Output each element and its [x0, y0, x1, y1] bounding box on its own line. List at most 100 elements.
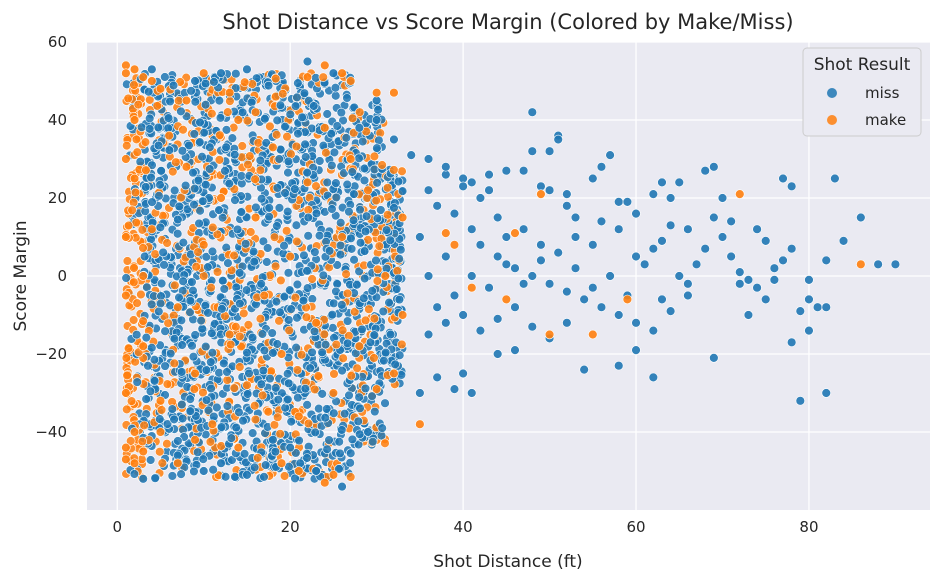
- density-point: [137, 225, 148, 235]
- density-point: [368, 437, 378, 447]
- data-point-miss: [242, 64, 252, 75]
- density-point: [153, 122, 164, 133]
- density-point: [367, 391, 377, 401]
- density-point: [369, 151, 380, 162]
- density-point: [184, 140, 194, 151]
- data-point-miss: [735, 267, 745, 277]
- density-point: [275, 429, 285, 439]
- density-point: [190, 97, 201, 107]
- density-point: [190, 183, 200, 194]
- density-point: [259, 345, 270, 356]
- density-point: [193, 247, 203, 257]
- density-point: [309, 101, 319, 111]
- density-point: [355, 403, 365, 413]
- data-point-make: [371, 384, 382, 394]
- density-point: [310, 384, 320, 395]
- density-point: [394, 294, 405, 305]
- data-point-miss: [492, 251, 503, 262]
- data-point-make: [397, 310, 408, 320]
- data-point-make: [320, 60, 330, 71]
- data-point-miss: [475, 240, 486, 250]
- data-point-make: [207, 419, 218, 429]
- density-point: [331, 91, 341, 101]
- data-point-miss: [665, 306, 676, 316]
- density-point: [385, 329, 396, 340]
- data-point-make: [268, 142, 278, 153]
- density-point: [276, 144, 286, 155]
- density-point: [390, 359, 400, 370]
- density-point: [371, 255, 381, 266]
- density-point: [207, 328, 217, 338]
- data-point-make: [397, 212, 408, 223]
- data-point-make: [276, 349, 287, 359]
- density-point: [219, 284, 230, 294]
- density-point: [190, 330, 200, 340]
- density-point: [122, 256, 133, 266]
- data-point-make: [536, 189, 546, 199]
- density-point: [357, 324, 367, 335]
- density-point: [354, 392, 364, 402]
- density-point: [216, 422, 227, 432]
- y-tick-label: −40: [35, 423, 67, 441]
- density-point: [207, 108, 217, 119]
- density-point: [229, 383, 239, 393]
- density-point: [345, 458, 355, 468]
- density-point: [178, 125, 188, 135]
- data-point-miss: [596, 302, 607, 312]
- density-point: [296, 350, 307, 360]
- density-point: [251, 202, 261, 213]
- density-point: [381, 225, 392, 235]
- density-point: [195, 137, 205, 147]
- density-point: [329, 369, 339, 379]
- density-point: [334, 464, 344, 474]
- data-point-make: [121, 454, 131, 464]
- density-point: [393, 273, 404, 284]
- data-point-miss: [458, 181, 468, 192]
- density-point: [236, 207, 246, 217]
- density-point: [225, 96, 235, 106]
- data-point-make: [328, 470, 339, 480]
- density-point: [169, 185, 180, 196]
- density-point: [121, 273, 131, 283]
- density-point: [193, 175, 204, 186]
- density-point: [189, 199, 199, 210]
- data-point-miss: [441, 251, 451, 262]
- density-point: [294, 435, 304, 446]
- data-point-miss: [726, 251, 736, 262]
- data-point-miss: [527, 322, 537, 332]
- density-point: [380, 347, 391, 358]
- data-point-make: [233, 115, 244, 125]
- density-point: [152, 101, 162, 111]
- density-point: [231, 322, 241, 332]
- density-point: [317, 347, 327, 358]
- density-point: [208, 222, 218, 233]
- density-point: [348, 215, 359, 225]
- density-point: [198, 271, 209, 281]
- density-point: [293, 392, 303, 403]
- data-point-miss: [890, 259, 901, 269]
- data-point-make: [242, 380, 252, 390]
- density-point: [352, 363, 362, 373]
- data-point-make: [346, 154, 356, 164]
- density-point: [195, 117, 205, 128]
- density-point: [335, 448, 345, 459]
- density-point: [167, 471, 178, 481]
- density-point: [378, 306, 388, 317]
- data-point-miss: [838, 236, 849, 246]
- density-point: [163, 113, 174, 123]
- density-point: [178, 276, 188, 286]
- density-point: [359, 163, 370, 174]
- density-point: [205, 164, 215, 174]
- density-point: [354, 153, 364, 163]
- data-point-make: [138, 271, 148, 281]
- density-point: [185, 406, 196, 416]
- data-point-make: [501, 294, 512, 305]
- density-point: [160, 361, 170, 371]
- density-point: [201, 179, 211, 190]
- data-point-miss: [665, 220, 676, 231]
- density-point: [372, 213, 383, 224]
- density-point: [284, 325, 294, 336]
- density-point: [391, 284, 402, 294]
- density-point: [223, 107, 233, 117]
- density-point: [322, 444, 332, 454]
